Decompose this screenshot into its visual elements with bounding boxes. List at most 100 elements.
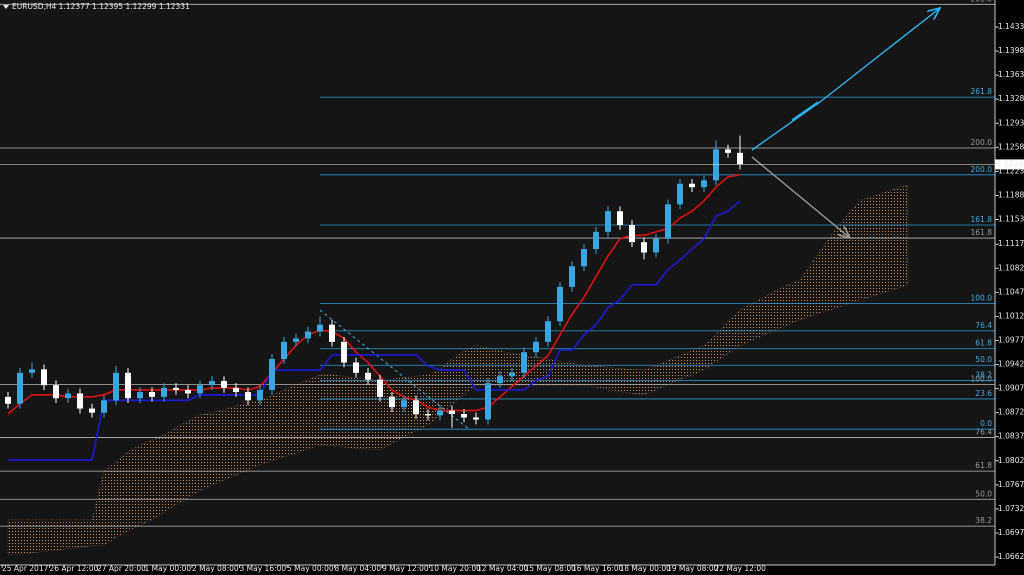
candle-body [557,286,563,322]
candle-body [221,381,227,388]
candle-body [185,389,191,394]
candle-body [269,359,275,390]
fib-label: 76.4 [975,427,992,436]
x-tick-label: 8 May 04:00 [335,564,382,573]
y-tick-label: 1.13630 [998,70,1024,79]
candle-body [677,183,683,205]
candle-body [653,238,659,253]
candle-body [17,372,23,404]
fib-label: 200.0 [971,138,993,147]
fib-label: 100.0 [971,293,993,302]
candle-body [461,414,467,418]
y-tick-label: 1.14330 [998,22,1024,31]
y-tick-label: 1.09420 [998,360,1024,369]
fib-label: 38.2 [975,516,992,525]
candle-body [617,211,623,225]
candle-body [437,410,443,416]
candle-body [689,183,695,188]
fib-label: 100.0 [971,374,993,383]
x-tick-label: 26 Apr 12:00 [50,564,99,573]
candle-body [509,372,515,377]
candle-body [377,379,383,397]
fib-label: 261.8 [971,0,993,3]
y-tick-label: 1.09770 [998,335,1024,344]
candle-body [449,410,455,415]
candle-body [533,341,539,353]
fib-label: 0.0 [980,419,992,428]
y-tick-label: 1.11530 [998,214,1024,223]
x-tick-label: 19 May 08:00 [667,564,719,573]
candle-body [353,362,359,373]
candle-body [545,321,551,342]
candle-body [113,372,119,401]
candle-body [233,387,239,393]
candle-body [209,381,215,386]
candle-body [581,249,587,267]
x-tick-label: 1 May 00:00 [145,564,192,573]
candle-body [161,387,167,397]
x-tick-label: 27 Apr 20:00 [97,564,146,573]
x-tick-label: 15 May 08:00 [525,564,577,573]
fib-label: 50.0 [975,489,992,498]
candle-body [389,396,395,408]
candle-body [665,204,671,239]
y-tick-label: 1.06970 [998,528,1024,537]
candle-body [737,152,743,165]
candle-body [41,369,47,386]
y-tick-label: 1.10820 [998,263,1024,272]
projection-arrow [751,156,850,238]
projection-arrow [751,8,940,151]
x-tick-label: 10 May 20:00 [430,564,482,573]
fib-label: 200.0 [971,165,993,174]
candle-body [401,400,407,408]
x-tick-label: 16 May 16:00 [572,564,624,573]
trend-line [319,309,471,431]
fib-label: 61.8 [975,339,992,348]
candle-body [485,383,491,420]
candle-body [629,224,635,243]
y-tick-label: 1.07320 [998,504,1024,513]
candle-body [365,372,371,380]
y-tick-label: 1.12930 [998,118,1024,127]
candle-body [701,180,707,188]
candle-body [245,392,251,401]
candle-body [641,242,647,253]
fib-label: 161.8 [971,215,993,224]
candle-body [137,392,143,399]
y-tick-label: 1.10120 [998,311,1024,320]
candle-body [65,393,71,399]
fib-label: 61.8 [975,461,992,470]
candle-body [317,324,323,332]
fib-label: 23.6 [975,389,992,398]
candle-body [593,231,599,250]
candle-body [101,400,107,413]
y-tick-label: 1.09070 [998,384,1024,393]
symbol-header: EURUSD,H4 1.12377 1.12395 1.12299 1.1233… [12,2,190,11]
candle-body [197,385,203,394]
y-tick-label: 1.13980 [998,46,1024,55]
fib-label: 38.2 [975,370,992,379]
fib-label: 261.8 [971,87,993,96]
y-tick-label: 1.06620 [998,552,1024,561]
candle-body [29,369,35,373]
candle-body [725,149,731,153]
price-label: 1.12331 [997,159,1024,168]
x-tick-label: 9 May 12:00 [382,564,429,573]
candle-body [149,392,155,397]
menu-icon[interactable] [3,5,9,9]
y-tick-label: 1.08370 [998,432,1024,441]
candle-body [125,372,131,399]
candle-body [5,396,11,404]
fib-label: 161.8 [971,228,993,237]
y-tick-label: 1.13280 [998,94,1024,103]
y-tick-label: 1.08720 [998,408,1024,417]
y-tick-label: 1.07670 [998,480,1024,489]
projection-arrow [791,101,819,121]
candle-body [473,417,479,420]
candle-body [497,376,503,384]
x-tick-label: 2 May 08:00 [192,564,239,573]
candle-body [89,408,95,413]
candle-body [53,385,59,399]
